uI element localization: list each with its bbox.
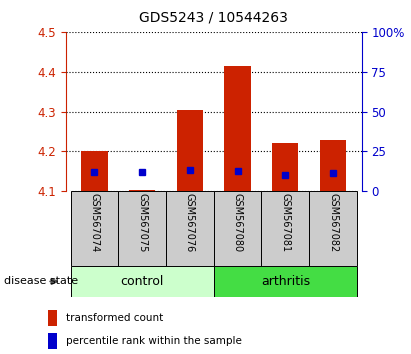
Bar (48, 333, 57, 349)
Bar (224, 66, 251, 191)
Bar (272, 143, 298, 191)
Text: control: control (120, 275, 164, 288)
Text: GSM567082: GSM567082 (328, 193, 338, 253)
Bar (118, 191, 166, 266)
Bar (71, 266, 214, 297)
Text: transformed count: transformed count (66, 313, 163, 323)
Bar (320, 140, 346, 191)
Text: arthritis: arthritis (261, 275, 310, 288)
Bar (48, 310, 57, 326)
Text: GSM567081: GSM567081 (280, 193, 290, 252)
Text: GSM567080: GSM567080 (233, 193, 242, 252)
Text: GSM567076: GSM567076 (185, 193, 195, 253)
Bar (177, 109, 203, 191)
Bar (309, 191, 357, 266)
Bar (71, 191, 118, 266)
Text: GSM567074: GSM567074 (90, 193, 99, 253)
Bar (166, 191, 214, 266)
Text: disease state: disease state (4, 276, 78, 286)
Bar (214, 191, 261, 266)
Text: GSM567075: GSM567075 (137, 193, 147, 253)
Bar (214, 266, 357, 297)
Bar (129, 190, 155, 191)
Text: percentile rank within the sample: percentile rank within the sample (66, 336, 242, 346)
Text: GDS5243 / 10544263: GDS5243 / 10544263 (139, 11, 288, 25)
Bar (81, 150, 108, 191)
Bar (261, 191, 309, 266)
